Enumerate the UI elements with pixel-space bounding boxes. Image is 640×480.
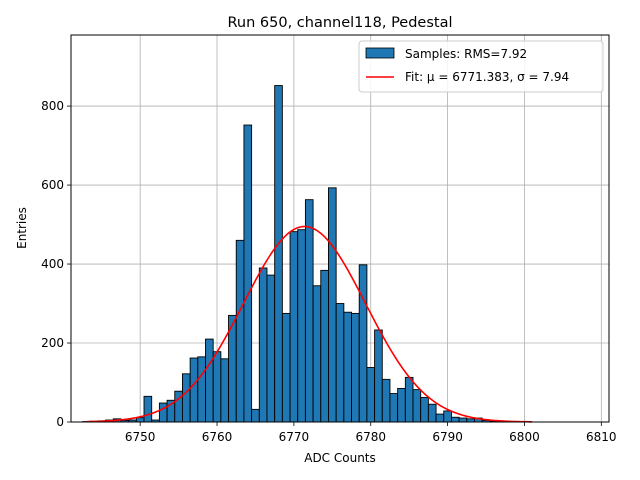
- histogram-bar: [351, 312, 360, 423]
- legend-label-samples: Samples: RMS=7.92: [405, 47, 527, 61]
- x-tick-label: 6750: [125, 430, 156, 444]
- histogram-bar: [289, 231, 299, 423]
- y-axis-label: Entries: [15, 207, 29, 249]
- histogram-bar: [427, 403, 437, 423]
- x-tick-label: 6760: [202, 430, 233, 444]
- histogram-bar: [404, 376, 414, 423]
- x-axis-label: ADC Counts: [304, 451, 376, 465]
- histogram-bar: [220, 358, 230, 423]
- x-axis: 6750 6760 6770 6780 6790 6800 6810: [125, 422, 617, 444]
- y-tick-label: 400: [41, 257, 64, 271]
- histogram-bar: [297, 229, 306, 423]
- x-tick-label: 6770: [279, 430, 310, 444]
- legend: Samples: RMS=7.92 Fit: μ = 6771.383, σ =…: [358, 40, 604, 93]
- histogram-bar: [374, 329, 383, 423]
- histogram-bar: [135, 417, 145, 423]
- histogram-bar: [389, 393, 399, 423]
- histogram-bar: [443, 410, 452, 423]
- histogram-bar: [328, 187, 337, 423]
- plot-frame: [70, 34, 610, 423]
- histogram-bar: [189, 357, 199, 423]
- histogram-bar: [205, 338, 214, 423]
- histogram-bar: [212, 351, 222, 423]
- histogram-bar: [320, 269, 329, 423]
- histogram-bar: [235, 239, 245, 423]
- y-tick-label: 200: [41, 336, 64, 350]
- histogram-bar: [304, 199, 314, 423]
- histogram-bar: [366, 367, 376, 423]
- histogram-bar: [435, 413, 445, 423]
- histogram-bar: [312, 285, 322, 423]
- fit-curve: [86, 225, 533, 423]
- histogram-bar: [251, 408, 260, 423]
- y-axis: 0 200 400 600 800: [41, 99, 71, 429]
- histogram-bar: [381, 378, 391, 423]
- x-tick-label: 6790: [432, 430, 463, 444]
- chart-title: Run 650, channel118, Pedestal: [227, 15, 452, 31]
- histogram-bar: [335, 303, 345, 423]
- histogram-bar: [397, 387, 406, 423]
- histogram-bar: [274, 85, 283, 423]
- histogram-bar: [281, 312, 291, 423]
- histogram-bar: [358, 264, 368, 423]
- histogram-bar: [420, 397, 429, 423]
- y-tick-label: 800: [41, 99, 64, 113]
- histogram-bar: [266, 274, 276, 423]
- histogram-bar: [412, 389, 422, 423]
- legend-label-fit: Fit: μ = 6771.383, σ = 7.94: [405, 70, 569, 84]
- x-tick-label: 6800: [509, 430, 540, 444]
- y-tick-label: 0: [56, 415, 64, 429]
- histogram-bar: [181, 373, 191, 423]
- histogram-bar: [450, 416, 460, 423]
- histogram-bar: [158, 402, 168, 423]
- histogram-bar: [343, 311, 352, 423]
- legend-box: [358, 40, 604, 93]
- histogram-bar: [458, 417, 468, 423]
- histogram-bar: [143, 395, 153, 423]
- y-tick-label: 600: [41, 178, 64, 192]
- legend-bar-swatch: [365, 47, 395, 59]
- x-tick-label: 6780: [355, 430, 386, 444]
- x-tick-label: 6810: [586, 430, 617, 444]
- histogram-bar: [258, 267, 268, 423]
- histogram-bar: [243, 124, 253, 423]
- histogram-bar: [197, 356, 206, 423]
